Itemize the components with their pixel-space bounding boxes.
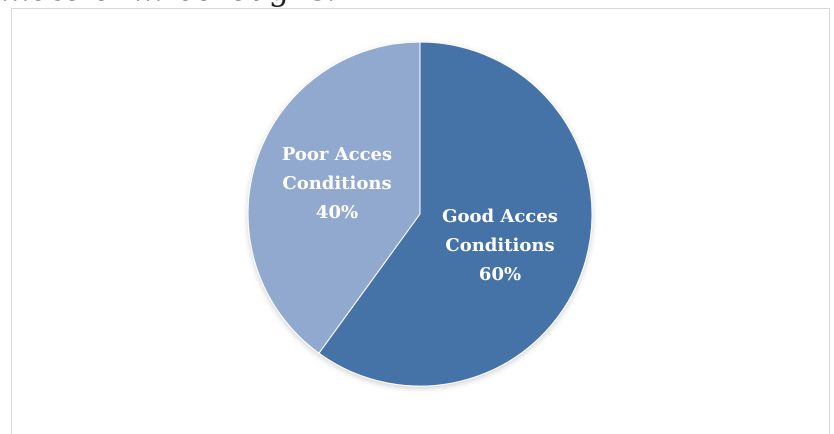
- data-label-poor-acces-conditions: Poor Acces Conditions 40%: [282, 144, 392, 223]
- data-label-good-acces-conditions: Good Acces Conditions 60%: [442, 206, 558, 285]
- data-label-text: Good Acces: [442, 206, 558, 227]
- data-label-percent: 60%: [479, 264, 521, 285]
- data-label-text: Conditions: [282, 173, 391, 194]
- data-label-text: Conditions: [445, 235, 554, 256]
- cropped-document-text: ...ate of ... boroughs.: [0, 0, 336, 9]
- data-label-percent: 40%: [316, 202, 358, 223]
- pie-slice-poor-acces-conditions: [247, 41, 421, 354]
- data-label-text: Poor Acces: [282, 144, 392, 165]
- pie-slice-good-acces-conditions: [318, 41, 593, 387]
